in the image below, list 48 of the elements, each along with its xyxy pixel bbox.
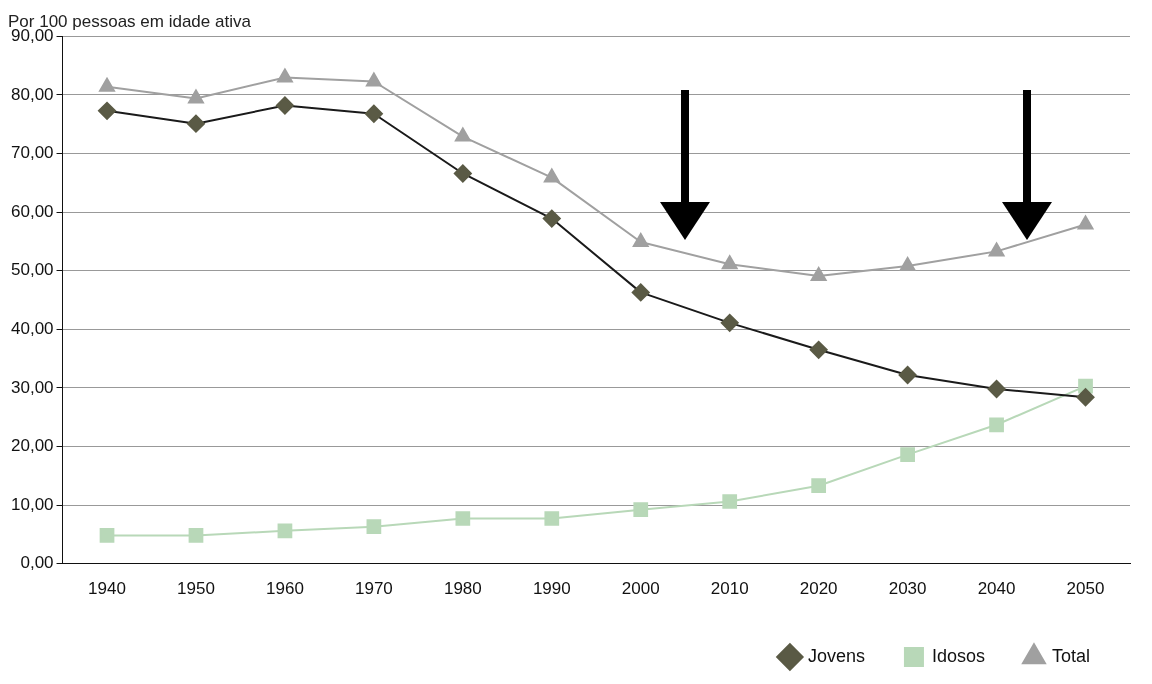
point bbox=[989, 417, 1004, 433]
point bbox=[633, 502, 649, 518]
point bbox=[544, 511, 560, 526]
point bbox=[365, 72, 382, 87]
x-tick-label: 1950 bbox=[177, 579, 215, 599]
point bbox=[454, 127, 471, 142]
point bbox=[366, 519, 382, 535]
y-tick-label: 40,00 bbox=[10, 318, 54, 338]
point bbox=[188, 89, 204, 104]
x-tick-label: 1960 bbox=[266, 579, 304, 599]
point bbox=[811, 478, 827, 494]
x-tick-label: 1980 bbox=[443, 579, 482, 599]
x-tick-label: 1940 bbox=[88, 579, 126, 599]
point bbox=[1077, 215, 1094, 230]
y-tick-label: 50,00 bbox=[10, 260, 54, 280]
y-tick-label: 70,00 bbox=[10, 143, 54, 163]
point bbox=[632, 233, 649, 248]
x-tick-label: 2000 bbox=[621, 579, 660, 599]
point bbox=[188, 528, 204, 543]
point bbox=[899, 257, 916, 272]
point bbox=[810, 266, 827, 281]
point bbox=[900, 447, 915, 463]
legend-label: Total bbox=[1051, 645, 1091, 666]
point bbox=[277, 68, 293, 83]
point bbox=[988, 242, 1005, 257]
point bbox=[721, 255, 738, 270]
point bbox=[99, 77, 115, 92]
x-tick-label: 2010 bbox=[710, 579, 749, 599]
point bbox=[455, 511, 471, 526]
x-tick-label: 2030 bbox=[888, 579, 927, 599]
y-tick-label: 90,00 bbox=[10, 26, 54, 46]
y-tick-label: 60,00 bbox=[10, 201, 54, 221]
x-tick-label: 1970 bbox=[354, 579, 393, 599]
y-tick-label: 10,00 bbox=[10, 494, 54, 514]
y-tick-label: 20,00 bbox=[10, 436, 54, 456]
x-tick-label: 2020 bbox=[799, 579, 838, 599]
y-tick-label: 0,00 bbox=[20, 553, 54, 573]
point bbox=[277, 523, 293, 539]
y-tick-label: 30,00 bbox=[10, 377, 54, 397]
x-tick-label: 1990 bbox=[532, 579, 571, 599]
legend-label: Idosos bbox=[931, 645, 985, 666]
point bbox=[543, 168, 560, 183]
y-tick-label: 80,00 bbox=[10, 84, 54, 104]
point bbox=[99, 528, 115, 543]
point bbox=[722, 494, 738, 509]
x-tick-label: 2040 bbox=[977, 579, 1016, 599]
legend-label: Jovens bbox=[807, 645, 865, 666]
x-tick-label: 2050 bbox=[1066, 579, 1105, 599]
